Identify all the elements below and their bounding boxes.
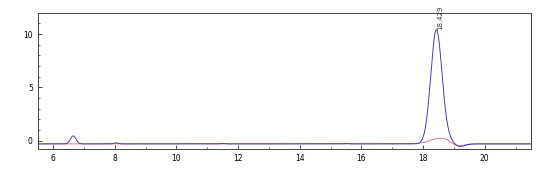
Text: 18.429: 18.429 bbox=[437, 5, 443, 30]
